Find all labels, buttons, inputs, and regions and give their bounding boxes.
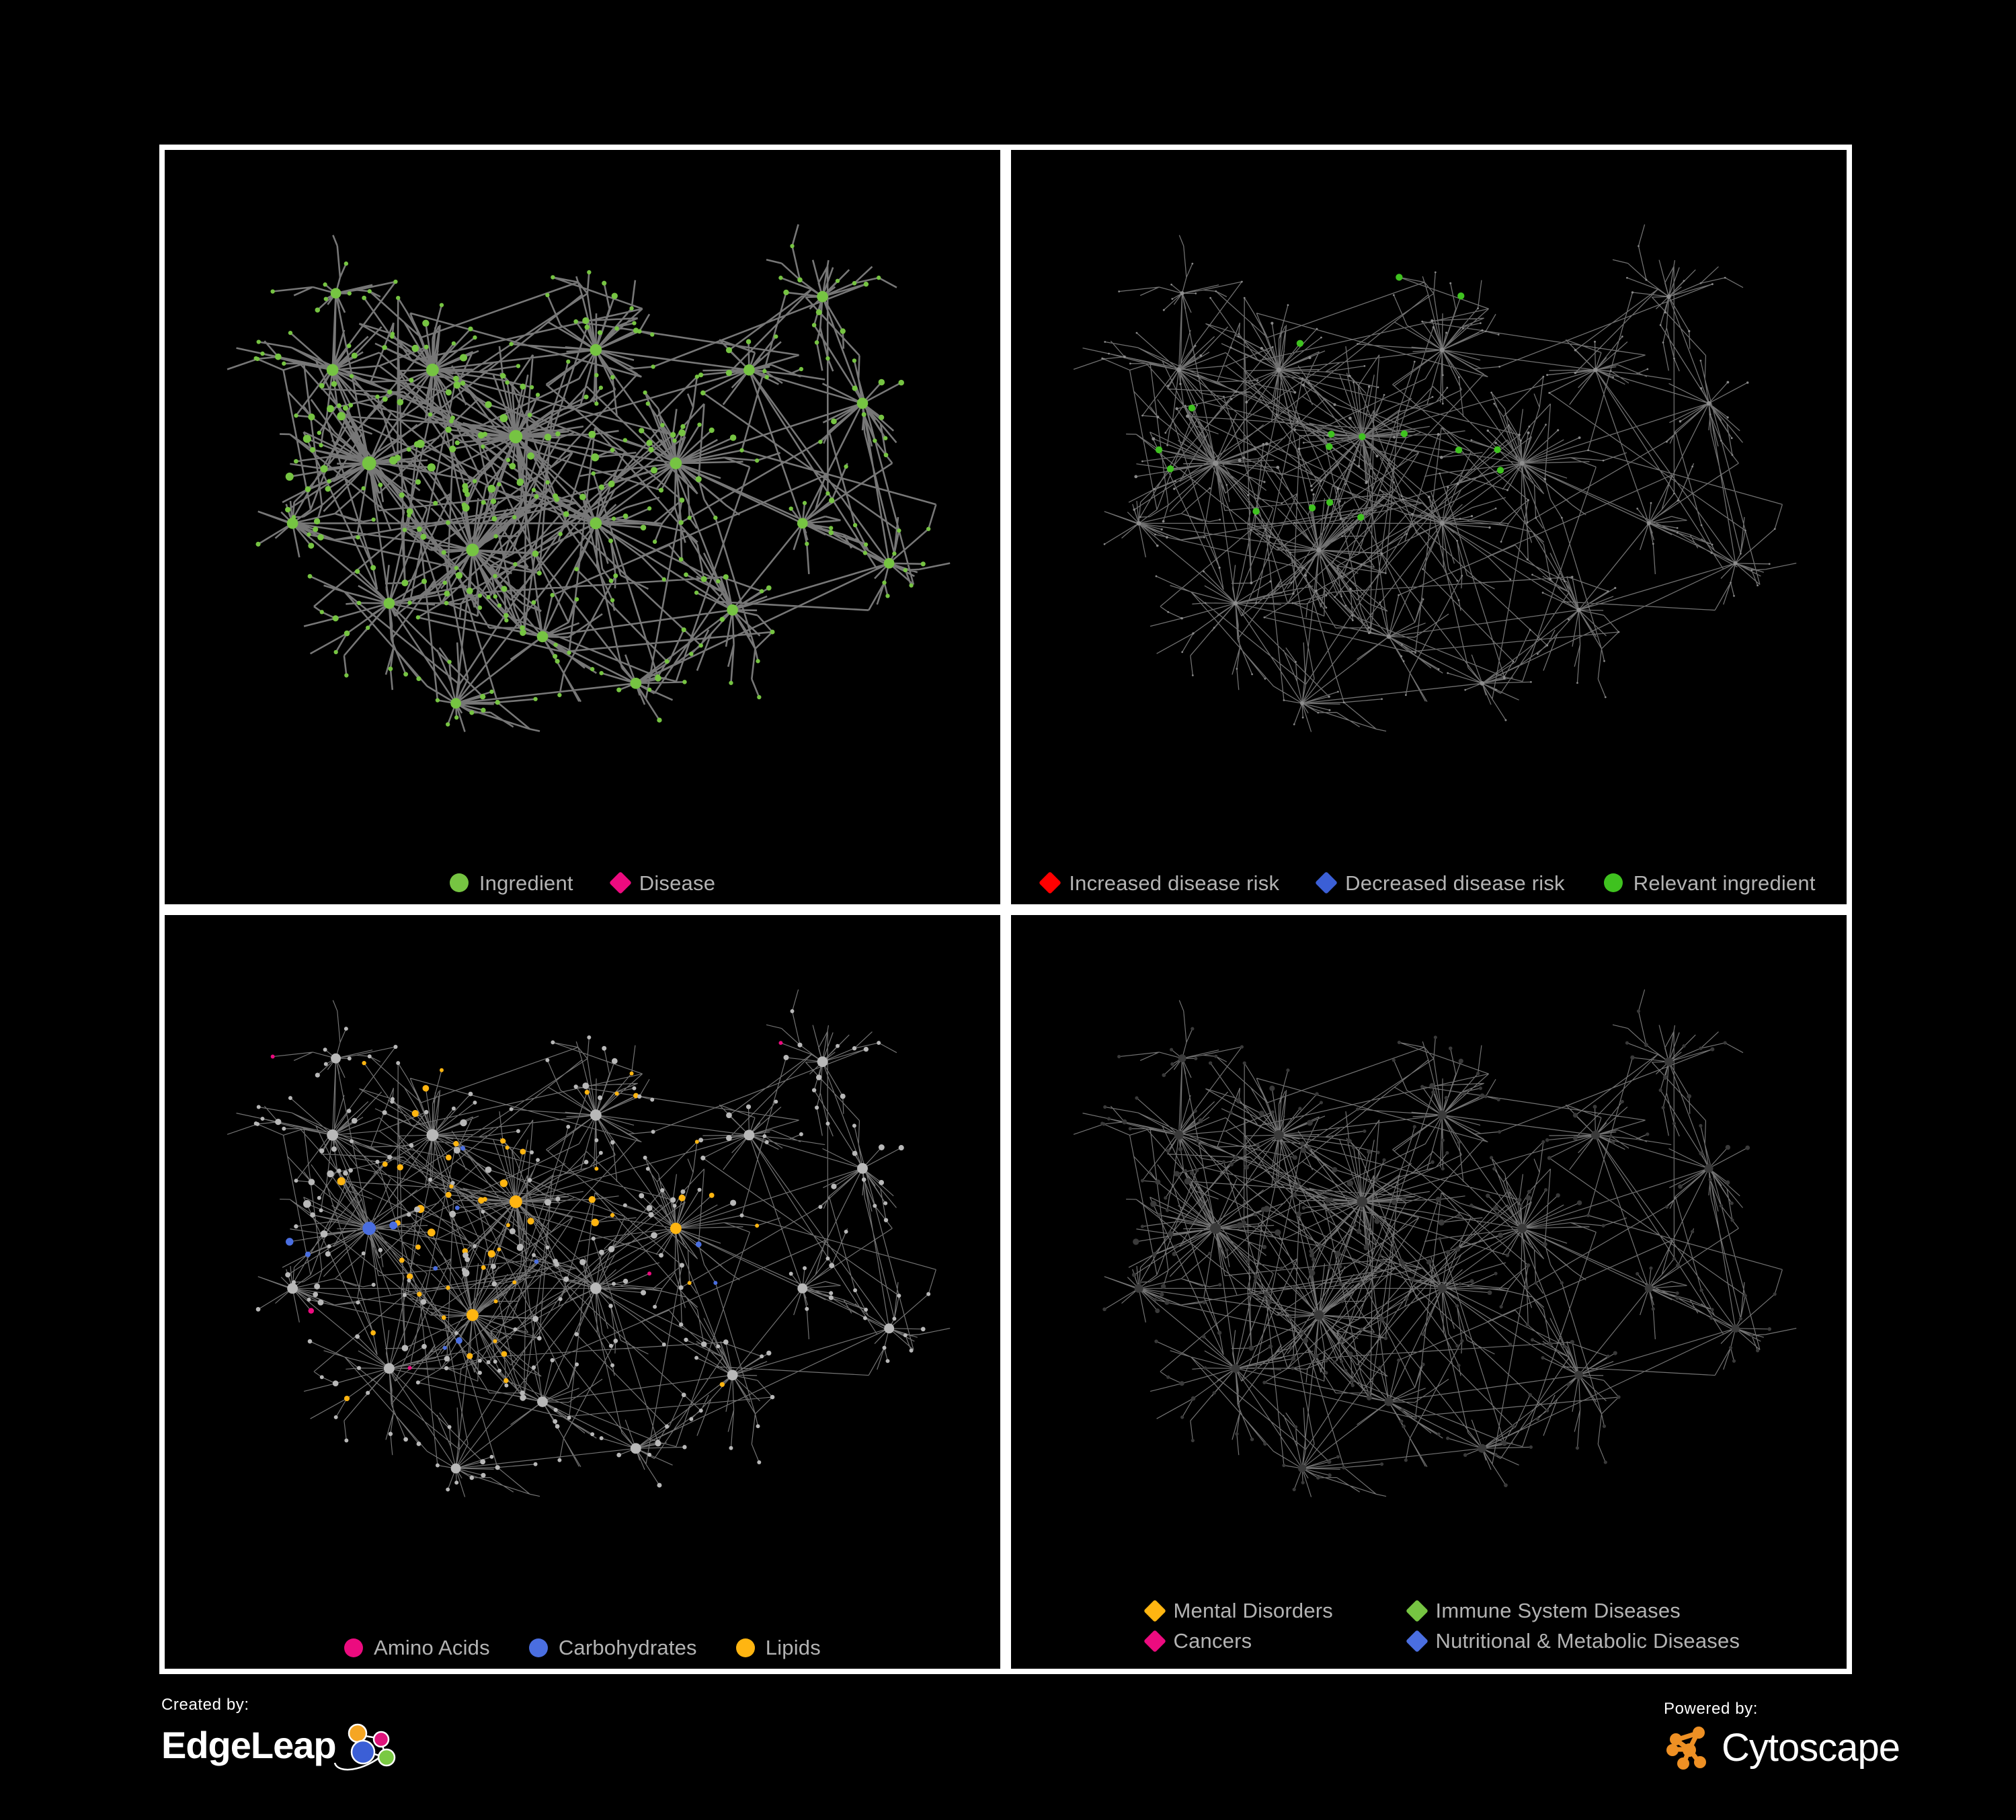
network-graph-2 <box>1073 150 1797 732</box>
legend-item-mental-disorders: Mental Disorders <box>1143 1599 1409 1622</box>
cancers-diamond-icon <box>1143 1629 1166 1653</box>
network-graph-4 <box>1073 914 1797 1497</box>
powered-by-label: Powered by: <box>1664 1700 1759 1718</box>
legend-item-carbohydrates: Carbohydrates <box>528 1636 697 1659</box>
footer: Created by: EdgeLeap Powered by: <box>0 1681 2016 1820</box>
legend-label-amino-acids: Amino Acids <box>374 1636 490 1659</box>
legend-panel-4: Mental Disorders Immune System Diseases … <box>1120 1599 1792 1653</box>
legend-label-relevant-ingredient: Relevant ingredient <box>1633 871 1816 895</box>
legend-label-decreased-risk: Decreased disease risk <box>1345 871 1565 895</box>
legend-panel-3: Amino Acids Carbohydrates Lipids <box>165 1637 1000 1658</box>
disease-diamond-icon <box>608 871 632 894</box>
cytoscape-wordmark: Cytoscape <box>1722 1726 1900 1770</box>
created-by-label: Created by: <box>161 1696 249 1714</box>
legend-label-increased-risk: Increased disease risk <box>1069 871 1280 895</box>
legend-item-amino-acids: Amino Acids <box>344 1637 490 1658</box>
legend-label-carbohydrates: Carbohydrates <box>558 1636 697 1659</box>
legend-item-decreased-risk: Decreased disease risk <box>1315 871 1565 895</box>
increased-risk-diamond-icon <box>1039 871 1062 894</box>
immune-system-diseases-diamond-icon <box>1405 1599 1428 1622</box>
edgeleap-network-icon <box>332 1718 397 1772</box>
legend-panel-1: Ingredient Disease <box>165 871 1000 895</box>
legend-label-cancers: Cancers <box>1173 1629 1252 1653</box>
panel-ingredient-disease: Ingredient Disease <box>165 150 1000 904</box>
legend-label-disease: Disease <box>639 871 716 895</box>
panel-ingredient-classes: Amino Acids Carbohydrates Lipids <box>165 914 1000 1669</box>
lipids-circle-icon <box>735 1638 755 1657</box>
relevant-ingredient-circle-icon <box>1603 873 1623 892</box>
legend-item-immune-system-diseases: Immune System Diseases <box>1405 1599 1681 1622</box>
legend-label-nutritional-metabolic-diseases: Nutritional & Metabolic Diseases <box>1435 1629 1740 1653</box>
amino-acids-circle-icon <box>344 1638 364 1657</box>
panel-disease-classes: Mental Disorders Immune System Diseases … <box>1011 914 1847 1669</box>
legend-item-lipids: Lipids <box>735 1636 821 1659</box>
ingredient-circle-icon <box>449 873 469 892</box>
network-canvas-disease-classes[interactable] <box>1011 914 1847 1595</box>
legend-panel-2: Increased disease risk Decreased disease… <box>1011 871 1847 895</box>
created-by-edgeleap-logo: Created by: EdgeLeap <box>161 1696 397 1772</box>
carbohydrates-circle-icon <box>528 1638 548 1657</box>
legend-item-disease: Disease <box>608 871 716 895</box>
legend-item-increased-risk: Increased disease risk <box>1039 871 1280 895</box>
network-canvas-ingredient-classes[interactable] <box>165 914 1000 1595</box>
legend-item-nutritional-metabolic-diseases: Nutritional & Metabolic Diseases <box>1405 1629 1740 1653</box>
decreased-risk-diamond-icon <box>1315 871 1338 894</box>
nutritional-metabolic-diseases-diamond-icon <box>1405 1629 1428 1653</box>
mental-disorders-diamond-icon <box>1143 1599 1166 1622</box>
network-canvas-ingredient-disease[interactable] <box>165 150 1000 830</box>
figure-grid: Ingredient Disease Increased disease ris… <box>159 145 1852 1674</box>
edgeleap-wordmark: EdgeLeap <box>161 1724 337 1766</box>
legend-label-mental-disorders: Mental Disorders <box>1173 1599 1334 1622</box>
network-graph-1 <box>227 150 951 732</box>
network-canvas-disease-risk[interactable] <box>1011 150 1847 830</box>
panel-disease-risk: Increased disease risk Decreased disease… <box>1011 150 1847 904</box>
network-graph-3 <box>227 914 951 1497</box>
legend-label-ingredient: Ingredient <box>479 871 573 895</box>
legend-item-cancers: Cancers <box>1143 1629 1409 1653</box>
legend-label-immune-system-diseases: Immune System Diseases <box>1435 1599 1681 1622</box>
legend-item-ingredient: Ingredient <box>449 871 573 895</box>
legend-item-relevant-ingredient: Relevant ingredient <box>1603 871 1816 895</box>
cytoscape-network-icon <box>1664 1723 1715 1774</box>
powered-by-cytoscape-logo: Powered by: <box>1664 1700 1900 1774</box>
legend-label-lipids: Lipids <box>765 1636 821 1659</box>
